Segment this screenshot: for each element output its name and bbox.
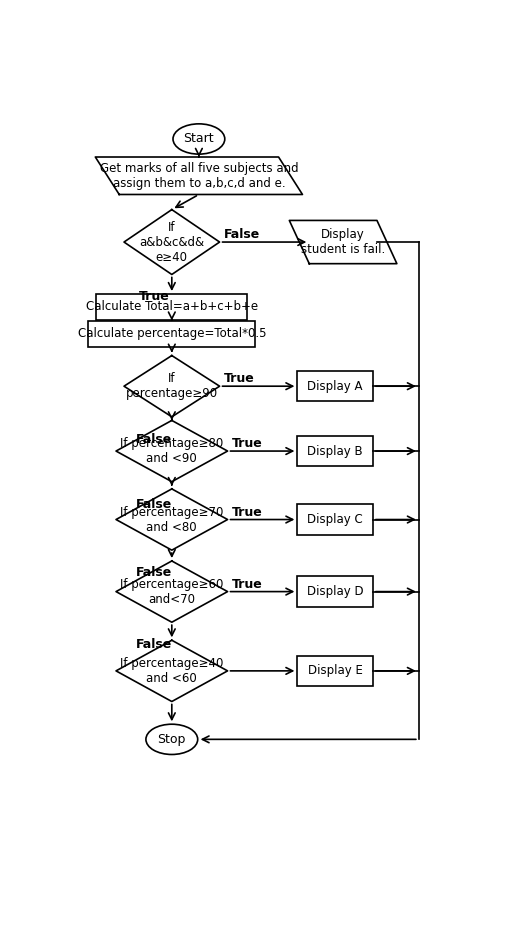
Text: Display B: Display B — [307, 445, 363, 458]
Text: True: True — [224, 373, 254, 386]
Text: Display D: Display D — [307, 585, 363, 598]
Text: True: True — [138, 290, 169, 303]
Text: Stop: Stop — [158, 733, 186, 746]
Bar — [88, 321, 255, 346]
Text: True: True — [231, 437, 262, 450]
Bar — [297, 371, 373, 402]
Text: Get marks of all five subjects and
assign them to a,b,c,d and e.: Get marks of all five subjects and assig… — [100, 162, 298, 190]
Text: Display C: Display C — [307, 513, 363, 526]
Text: False: False — [136, 432, 172, 446]
Bar — [297, 577, 373, 607]
Text: True: True — [231, 505, 262, 519]
Bar — [96, 294, 248, 320]
Text: False: False — [136, 566, 172, 579]
Bar — [297, 436, 373, 466]
Text: False: False — [136, 638, 172, 651]
Bar — [297, 505, 373, 534]
Text: True: True — [231, 578, 262, 591]
Text: Display A: Display A — [307, 380, 363, 393]
Text: Start: Start — [183, 133, 214, 145]
Text: Calculate percentage=Total*0.5: Calculate percentage=Total*0.5 — [78, 327, 266, 340]
Text: If percentage≥40
and <60: If percentage≥40 and <60 — [120, 657, 224, 685]
Text: If percentage≥60
and<70: If percentage≥60 and<70 — [120, 578, 224, 606]
Text: If percentage≥80
and <90: If percentage≥80 and <90 — [120, 437, 224, 465]
Text: False: False — [224, 228, 260, 241]
Text: False: False — [136, 498, 172, 510]
Text: If
a&b&c&d&
e≥40: If a&b&c&d& e≥40 — [139, 221, 205, 264]
Text: If
percentage≥90: If percentage≥90 — [126, 373, 218, 401]
Text: Calculate Total=a+b+c+b+e: Calculate Total=a+b+c+b+e — [86, 300, 258, 314]
Text: Display E: Display E — [308, 665, 362, 678]
Bar — [297, 656, 373, 686]
Text: Display
student is fail.: Display student is fail. — [301, 228, 385, 256]
Text: If percentage≥70
and <80: If percentage≥70 and <80 — [120, 505, 224, 534]
